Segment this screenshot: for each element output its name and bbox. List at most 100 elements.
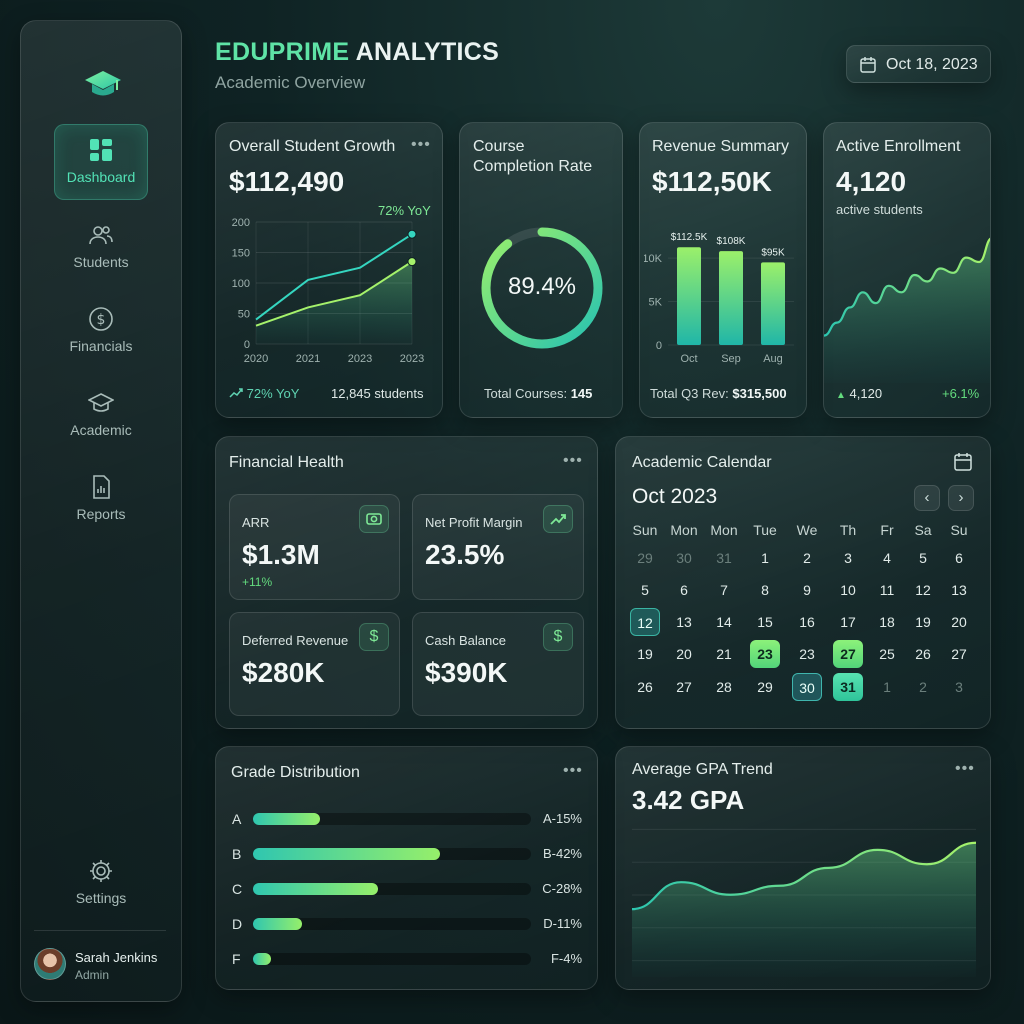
calendar-day[interactable]: 5 <box>641 582 649 598</box>
grade-percent-label: B-42% <box>542 846 582 861</box>
nav-settings-label: Settings <box>75 890 127 906</box>
calendar-day[interactable]: 18 <box>879 614 895 630</box>
user-role: Admin <box>75 968 110 982</box>
calendar-day[interactable]: 7 <box>720 582 728 598</box>
calendar-day[interactable]: 19 <box>915 614 931 630</box>
net-profit-margin-label: Net Profit Margin <box>425 515 523 530</box>
calendar-next-button[interactable]: › <box>948 485 974 511</box>
calendar-day[interactable]: 25 <box>879 646 895 662</box>
calendar-day[interactable]: 1 <box>883 679 891 695</box>
grade-bar-track <box>253 883 531 895</box>
calendar-day[interactable]: 11 <box>879 582 895 598</box>
grade-bar-fill <box>253 883 378 895</box>
avatar[interactable] <box>34 948 66 980</box>
calendar-day[interactable]: 12 <box>915 582 931 598</box>
calendar-day[interactable]: 27 <box>951 646 967 662</box>
net-profit-margin-tile[interactable]: Net Profit Margin 23.5% <box>412 494 584 600</box>
completion-donut-chart <box>481 227 603 349</box>
calendar-day[interactable]: 30 <box>792 673 822 701</box>
nav-settings[interactable]: Settings <box>54 846 148 922</box>
grade-bar-fill <box>253 848 440 860</box>
calendar-day[interactable]: 29 <box>637 550 653 566</box>
calendar-day[interactable]: 3 <box>955 679 963 695</box>
calendar-day[interactable]: 19 <box>637 646 653 662</box>
nav-dashboard-label: Dashboard <box>66 169 136 185</box>
calendar-day[interactable]: 26 <box>637 679 653 695</box>
report-icon <box>93 475 110 499</box>
financial-health-card <box>215 436 598 729</box>
grade-bar-fill <box>253 813 320 825</box>
calendar-day[interactable]: 5 <box>919 550 927 566</box>
gpa-menu-icon[interactable]: ••• <box>955 760 975 777</box>
grade-percent-label: F-4% <box>550 951 582 966</box>
calendar-day[interactable]: 13 <box>951 582 967 598</box>
enrollment-footer-delta: +6.1% <box>942 386 980 401</box>
completion-footer-value: 145 <box>570 386 593 401</box>
weekday-label: Mon <box>710 522 738 538</box>
calendar-day[interactable]: 6 <box>955 550 963 566</box>
calendar-day[interactable]: 15 <box>757 614 773 630</box>
nav-dashboard[interactable]: Dashboard <box>54 124 148 200</box>
calendar-day[interactable]: 14 <box>716 614 732 630</box>
arr-value: $1.3M <box>242 539 320 570</box>
calendar-day[interactable]: 2 <box>803 550 811 566</box>
calendar-prev-button[interactable]: ‹ <box>914 485 940 511</box>
calendar-day[interactable]: 16 <box>799 614 815 630</box>
calendar-day[interactable]: 20 <box>676 646 692 662</box>
nav-students[interactable]: Students <box>54 210 148 286</box>
calendar-day[interactable]: 28 <box>716 679 732 695</box>
y-tick-label: 10K <box>644 253 663 265</box>
calendar-day[interactable]: 8 <box>761 582 769 598</box>
cash-balance-tile[interactable]: Cash Balance $390K $ <box>412 612 584 716</box>
calendar-day[interactable]: 3 <box>844 550 852 566</box>
student-growth-menu-icon[interactable]: ••• <box>411 136 431 153</box>
calendar-day[interactable]: 9 <box>803 582 811 598</box>
grade-distribution-menu-icon[interactable]: ••• <box>563 762 583 779</box>
calendar-day[interactable]: 23 <box>799 646 815 662</box>
calendar-day[interactable]: 26 <box>915 646 931 662</box>
enrollment-caption: active students <box>836 202 923 217</box>
x-tick-label: 2023 <box>348 353 372 365</box>
calendar-day[interactable]: 29 <box>757 679 773 695</box>
nav-financials[interactable]: $ Financials <box>54 294 148 370</box>
arr-tile[interactable]: ARR $1.3M +11% <box>229 494 400 600</box>
calendar-icon[interactable] <box>953 452 973 472</box>
calendar-day[interactable]: 31 <box>833 673 863 701</box>
enrollment-title: Active Enrollment <box>836 138 961 155</box>
calendar-day[interactable]: 31 <box>716 550 732 566</box>
calendar-day[interactable]: 21 <box>716 646 732 662</box>
grade-bar-fill <box>253 918 302 930</box>
trend-line <box>632 841 976 911</box>
calendar-day[interactable]: 17 <box>840 614 856 630</box>
trend-area <box>632 842 976 977</box>
calendar-day[interactable]: 13 <box>676 614 692 630</box>
deferred-revenue-tile[interactable]: Deferred Revenue $280K $ <box>229 612 400 716</box>
dollar-icon: $ <box>89 307 113 331</box>
calendar-day[interactable]: 12 <box>630 608 660 636</box>
calendar-day[interactable]: 6 <box>680 582 688 598</box>
y-tick-label: 200 <box>232 217 250 229</box>
calendar-day[interactable]: 23 <box>750 640 780 668</box>
calendar-day[interactable]: 2 <box>919 679 927 695</box>
revenue-bar <box>761 262 785 345</box>
calendar-title: Academic Calendar <box>632 454 772 471</box>
calendar-day[interactable]: 20 <box>951 614 967 630</box>
calendar-day[interactable]: 27 <box>833 640 863 668</box>
calendar-day[interactable]: 10 <box>840 582 856 598</box>
financial-health-menu-icon[interactable]: ••• <box>563 452 583 469</box>
weekday-label: Th <box>839 522 857 538</box>
calendar-day[interactable]: 1 <box>761 550 769 566</box>
series-endpoint <box>407 257 417 267</box>
nav-reports[interactable]: Reports <box>54 462 148 538</box>
calendar-day[interactable]: 30 <box>676 550 692 566</box>
nav-academic[interactable]: Academic <box>54 378 148 454</box>
revenue-value: $112,50K <box>652 166 772 197</box>
date-picker-button[interactable]: Oct 18, 2023 <box>846 45 991 83</box>
weekday-label: Sun <box>632 522 658 538</box>
app-subtitle: Academic Overview <box>215 73 366 92</box>
calendar-day[interactable]: 4 <box>883 550 891 566</box>
trend-line <box>824 237 990 337</box>
calendar-day[interactable]: 27 <box>676 679 692 695</box>
weekday-label: Su <box>950 522 968 538</box>
sidebar <box>20 20 182 1002</box>
